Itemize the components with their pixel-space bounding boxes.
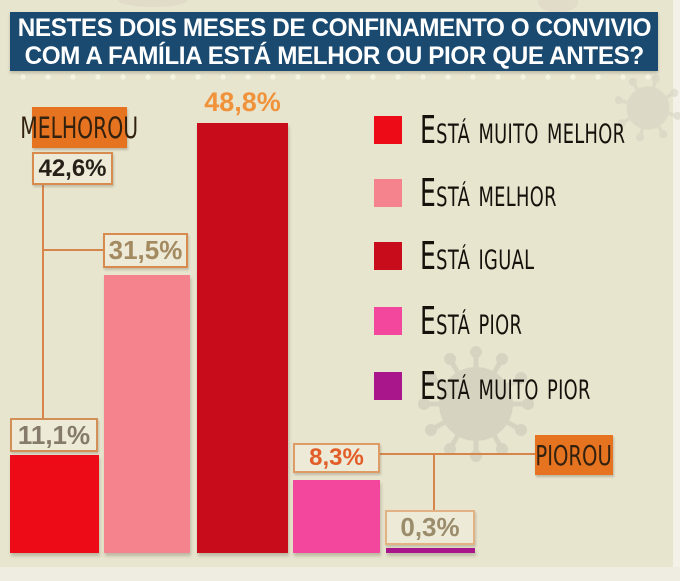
paper-smudge-decoration [118,0,188,7]
group-tag-piorou: PIOROU [535,435,613,475]
group-tag-piorou-label: PIOROU [535,438,613,472]
bar-esta-igual [197,123,288,553]
value-box-esta-pior: 8,3% [293,443,380,473]
legend-label-esta-igual: Está igual [420,234,535,278]
legend-item-esta-melhor: Está melhor [374,171,627,215]
title-line-1: NESTES DOIS MESES DE CONFINAMENTO O CONV… [17,13,651,42]
legend-label-esta-muito-pior: Está muito pior [420,364,591,408]
connector-piorou-horizontal [380,453,535,455]
value-label-esta-igual: 48,8% [204,87,281,117]
legend-swatch-esta-pior [374,307,402,335]
bar-esta-melhor [104,275,190,553]
legend-label-esta-pior: Está pior [420,299,523,343]
legend-item-esta-pior: Está pior [374,299,575,343]
legend-item-esta-igual: Está igual [374,234,593,278]
title-line-2: COM A FAMÍLIA ESTÁ MELHOR OU PIOR QUE AN… [24,41,644,70]
legend-label-esta-melhor: Está melhor [420,171,557,215]
group-tag-melhorou: MELHOROU [21,107,138,148]
legend-item-esta-muito-pior: Está muito pior [374,364,679,408]
legend-item-esta-muito-melhor: Está muito melhor [374,108,680,152]
value-box-esta-muito-pior: 0,3% [385,510,475,545]
connector-melhorou-vertical [42,185,44,418]
legend-swatch-esta-igual [374,242,402,270]
title-bar: NESTES DOIS MESES DE CONFINAMENTO O CONV… [10,12,658,71]
page-edge-right [673,0,680,581]
paper-smudge-decoration [538,0,578,13]
group-tag-melhorou-label: MELHOROU [20,110,139,145]
legend-label-esta-muito-melhor: Está muito melhor [420,108,626,152]
page-edge-bottom [0,567,680,581]
polka-dots-decoration [20,74,654,80]
bar-esta-muito-melhor [10,455,99,553]
value-box-esta-muito-melhor: 11,1% [10,418,98,452]
legend-swatch-esta-muito-pior [374,372,402,400]
bar-esta-muito-pior [386,548,475,553]
legend-swatch-esta-muito-melhor [374,116,402,144]
connector-piorou-vertical [433,453,435,510]
value-box-melhorou-total: 42,6% [32,152,113,185]
bar-esta-pior [293,480,380,553]
legend-swatch-esta-melhor [374,179,402,207]
connector-melhorou-horizontal [42,249,103,251]
value-box-esta-melhor: 31,5% [103,233,188,268]
